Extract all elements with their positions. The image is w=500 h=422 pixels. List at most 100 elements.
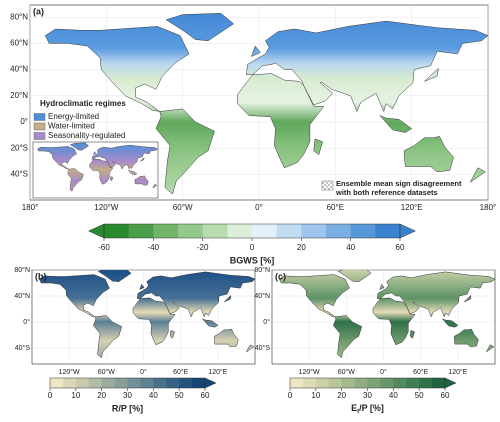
coastline	[110, 176, 114, 182]
x-tick-label: 60°W	[173, 203, 193, 212]
coastline	[139, 283, 145, 290]
colorbar-bin	[104, 224, 129, 238]
colorbar-bin	[290, 378, 304, 388]
y-tick-label: 80°N	[14, 266, 30, 274]
x-tick-label: 120°E	[448, 368, 467, 376]
colorbar-bin	[88, 378, 102, 388]
colorbar-bin	[192, 378, 206, 388]
coastline	[202, 318, 219, 328]
colorbar-tick-label: -60	[98, 243, 110, 252]
coastline	[246, 344, 255, 353]
coastline	[165, 13, 235, 42]
y-tick-label: 40°S	[15, 344, 31, 352]
note-text: with both reference datasets	[335, 188, 438, 197]
coastline	[89, 158, 114, 185]
colorbar-bin	[62, 378, 77, 388]
colorbar-bin	[227, 224, 253, 238]
y-tick-label: 0°	[20, 117, 28, 126]
x-tick-label: 60°W	[338, 368, 356, 376]
colorbar-extend	[399, 223, 417, 239]
coastline	[155, 108, 215, 195]
coastline	[44, 26, 190, 112]
x-tick-label: 60°W	[98, 368, 116, 376]
colorbar-bin	[252, 224, 277, 238]
coastline	[486, 344, 495, 353]
coastline	[379, 283, 385, 290]
coastline	[246, 20, 488, 113]
colorbar-bin	[354, 378, 368, 388]
coastline	[137, 271, 255, 318]
land	[278, 270, 495, 359]
note-text: Ensemble mean sign disagreement	[336, 179, 462, 188]
x-tick-label: 120°W	[59, 368, 80, 376]
coastline	[377, 271, 495, 318]
y-tick-label: 60°N	[10, 39, 28, 48]
y-tick-label: 40°S	[11, 170, 28, 179]
colorbar-bin	[153, 224, 179, 238]
coastline	[140, 157, 145, 162]
y-tick-label: 0°	[263, 318, 270, 326]
colorbar-tick-label: -40	[148, 243, 160, 252]
colorbar-tick-label: 60	[201, 391, 210, 400]
colorbar-bin	[178, 224, 203, 238]
x-tick-label: 180°	[480, 203, 497, 212]
colorbar-bin	[350, 224, 376, 238]
panel-label: (c)	[275, 271, 286, 281]
legend-swatch	[33, 132, 46, 140]
legend-label: Seasonality-regulated	[48, 131, 125, 140]
label-subscript: t	[357, 409, 359, 415]
colorbar-bin	[140, 378, 154, 388]
colorbar-label: R/P [%]	[112, 403, 143, 413]
colorbar-bin	[302, 378, 317, 388]
coastline	[132, 297, 176, 346]
colorbar-tick-label: 0	[48, 391, 53, 400]
x-tick-label: 120°E	[208, 368, 227, 376]
colorbar-bin	[128, 224, 154, 238]
colorbar-tick-label: 10	[311, 391, 320, 400]
x-tick-label: 0°	[380, 368, 387, 376]
coastline	[463, 294, 472, 303]
x-tick-label: 120°E	[401, 203, 423, 212]
land	[37, 142, 158, 192]
x-tick-label: 60°E	[413, 368, 429, 376]
coastline	[250, 45, 261, 57]
coastline	[333, 315, 363, 359]
coastline	[237, 73, 325, 169]
y-tick-label: 40°S	[255, 344, 271, 352]
legend-label: Energy-limited	[48, 112, 99, 121]
coastline	[91, 144, 158, 170]
legend-label: Water-limited	[48, 122, 95, 131]
hatch-swatch	[321, 180, 334, 191]
colorbar-bin	[315, 378, 330, 388]
legend-swatch	[33, 122, 46, 131]
legend-swatch	[33, 113, 46, 121]
colorbar-bin	[367, 378, 381, 388]
coastline	[92, 151, 97, 155]
x-tick-label: 180°	[22, 203, 39, 212]
colorbar-bin	[406, 378, 420, 388]
colorbar-tick-label: 20	[297, 243, 306, 252]
coastline	[372, 297, 416, 346]
colorbar-tick-label: 30	[123, 391, 132, 400]
y-tick-label: 80°N	[10, 12, 28, 21]
x-tick-label: 120°W	[94, 203, 119, 212]
coastline	[38, 274, 110, 318]
colorbar-bin	[341, 378, 355, 388]
label-part: E	[351, 403, 357, 413]
colorbar-tick-label: 20	[337, 391, 346, 400]
coastline	[69, 142, 90, 151]
coastline	[223, 294, 232, 303]
colorbar-label: Et/P [%]	[351, 403, 384, 414]
colorbar-tick-label: 50	[415, 391, 424, 400]
panel-label: (b)	[35, 271, 47, 281]
coastline	[337, 270, 372, 282]
y-tick-label: 40°N	[10, 65, 28, 74]
colorbar-tick-label: 60	[441, 391, 450, 400]
x-tick-label: 60°E	[327, 203, 344, 212]
colorbar-bin	[380, 378, 394, 388]
x-tick-label: 0°	[255, 203, 263, 212]
colorbar-bin	[127, 378, 141, 388]
x-tick-label: 60°E	[173, 368, 189, 376]
y-tick-label: 80°N	[254, 266, 270, 274]
colorbar-extend	[204, 377, 217, 389]
